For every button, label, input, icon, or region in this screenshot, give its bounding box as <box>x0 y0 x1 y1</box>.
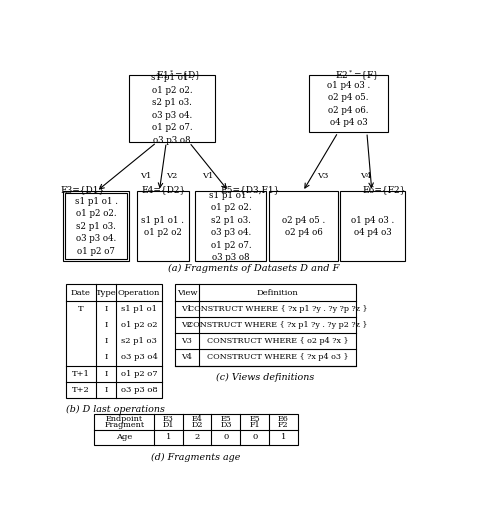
Text: 0: 0 <box>252 433 257 442</box>
Text: D1: D1 <box>162 421 174 428</box>
Text: I: I <box>104 305 108 313</box>
Text: o3 p3 o4: o3 p3 o4 <box>121 354 157 362</box>
Bar <box>175 285 356 366</box>
Text: I: I <box>104 386 108 394</box>
Text: I: I <box>104 337 108 345</box>
Text: E5={D3,F1}: E5={D3,F1} <box>220 186 280 195</box>
Text: CONSTRUCT WHERE { ?x p1 ?y . ?y ?p ?z }: CONSTRUCT WHERE { ?x p1 ?y . ?y ?p ?z } <box>188 305 367 313</box>
Bar <box>65 193 127 259</box>
Text: Type: Type <box>96 288 116 297</box>
Text: 1: 1 <box>281 433 286 442</box>
Text: V2: V2 <box>182 321 193 329</box>
Text: D3: D3 <box>220 421 232 428</box>
Text: (b) D last operations: (b) D last operations <box>66 405 164 414</box>
Text: Endpoint: Endpoint <box>105 415 143 423</box>
Text: Age: Age <box>116 433 132 442</box>
Text: V3: V3 <box>182 337 193 345</box>
Text: s1 p1 o1 .
o1 p2 o2.
s2 p1 o3.
o3 p3 o4.
o1 p2 o7.
o3 p3 o8: s1 p1 o1 . o1 p2 o2. s2 p1 o3. o3 p3 o4.… <box>209 191 252 262</box>
Bar <box>309 75 388 132</box>
Text: Operation: Operation <box>118 288 160 297</box>
Text: E5: E5 <box>249 415 260 423</box>
Bar <box>129 75 215 142</box>
Text: o1 p4 o3 .
o2 p4 o5.
o2 p4 o6.
o4 p4 o3: o1 p4 o3 . o2 p4 o5. o2 p4 o6. o4 p4 o3 <box>327 81 370 127</box>
Text: E1$^*$={D}: E1$^*$={D} <box>156 67 201 82</box>
Text: Definition: Definition <box>256 288 298 297</box>
Text: E3={D1}: E3={D1} <box>61 186 105 195</box>
Text: 0: 0 <box>223 433 229 442</box>
Bar <box>63 191 129 261</box>
Text: T: T <box>78 305 84 313</box>
Text: s1 p1 o1 .
o1 p2 o2: s1 p1 o1 . o1 p2 o2 <box>142 216 185 237</box>
Bar <box>269 191 338 261</box>
Text: E2$^*$={F}: E2$^*$={F} <box>335 67 379 82</box>
Text: o1 p4 o3 .
o4 p4 o3: o1 p4 o3 . o4 p4 o3 <box>351 216 394 237</box>
Text: T+1: T+1 <box>72 369 90 378</box>
Text: T+2: T+2 <box>72 386 90 394</box>
Text: CONSTRUCT WHERE { o2 p4 ?x }: CONSTRUCT WHERE { o2 p4 ?x } <box>206 337 348 345</box>
Bar <box>137 191 189 261</box>
Text: V4: V4 <box>182 354 193 362</box>
Text: s1 p1 o1 .
o1 p2 o2.
s2 p1 o3.
o3 p3 o4.
o1 p2 o7: s1 p1 o1 . o1 p2 o2. s2 p1 o3. o3 p3 o4.… <box>75 197 117 256</box>
Bar <box>95 414 298 445</box>
Text: V1: V1 <box>140 172 151 180</box>
Text: F2: F2 <box>278 421 289 428</box>
Text: D2: D2 <box>192 421 203 428</box>
Text: o1 p2 o2: o1 p2 o2 <box>121 321 157 329</box>
Text: I: I <box>104 321 108 329</box>
Text: I: I <box>104 354 108 362</box>
Text: View: View <box>177 288 197 297</box>
Text: s2 p1 o3: s2 p1 o3 <box>121 337 157 345</box>
Text: V4: V4 <box>360 172 371 180</box>
Text: o1 p2 o7: o1 p2 o7 <box>121 369 157 378</box>
Bar <box>196 191 266 261</box>
Text: CONSTRUCT WHERE { ?x p1 ?y . ?y p2 ?z }: CONSTRUCT WHERE { ?x p1 ?y . ?y p2 ?z } <box>187 321 368 329</box>
Text: I: I <box>104 369 108 378</box>
Text: E4={D2}: E4={D2} <box>142 186 186 195</box>
Bar <box>341 191 405 261</box>
Text: o3 p3 o8: o3 p3 o8 <box>121 386 157 394</box>
Text: V1: V1 <box>202 172 213 180</box>
Text: 1: 1 <box>166 433 171 442</box>
Text: (c) Views definitions: (c) Views definitions <box>216 373 315 382</box>
Text: o2 p4 o5 .
o2 p4 o6: o2 p4 o5 . o2 p4 o6 <box>282 216 325 237</box>
Text: E4: E4 <box>192 415 202 423</box>
Text: 2: 2 <box>195 433 199 442</box>
Text: E6: E6 <box>278 415 289 423</box>
Text: E6={F2}: E6={F2} <box>362 186 406 195</box>
Text: Date: Date <box>71 288 91 297</box>
Text: E3: E3 <box>163 415 174 423</box>
Text: F1: F1 <box>249 421 260 428</box>
Text: (a) Fragments of Datasets D and F: (a) Fragments of Datasets D and F <box>168 264 340 273</box>
Text: V1: V1 <box>182 305 193 313</box>
Text: s1 p1 o1: s1 p1 o1 <box>121 305 157 313</box>
Text: s1 p1 o1 .
o1 p2 o2.
s2 p1 o3.
o3 p3 o4.
o1 p2 o7.
o3 p3 o8: s1 p1 o1 . o1 p2 o2. s2 p1 o3. o3 p3 o4.… <box>150 73 194 144</box>
Text: (d) Fragments age: (d) Fragments age <box>151 452 241 462</box>
Bar <box>66 285 161 398</box>
Text: Fragment: Fragment <box>104 421 144 428</box>
Text: E5: E5 <box>220 415 231 423</box>
Text: V3: V3 <box>317 172 328 180</box>
Text: V2: V2 <box>166 172 177 180</box>
Text: CONSTRUCT WHERE { ?x p4 o3 }: CONSTRUCT WHERE { ?x p4 o3 } <box>206 354 348 362</box>
